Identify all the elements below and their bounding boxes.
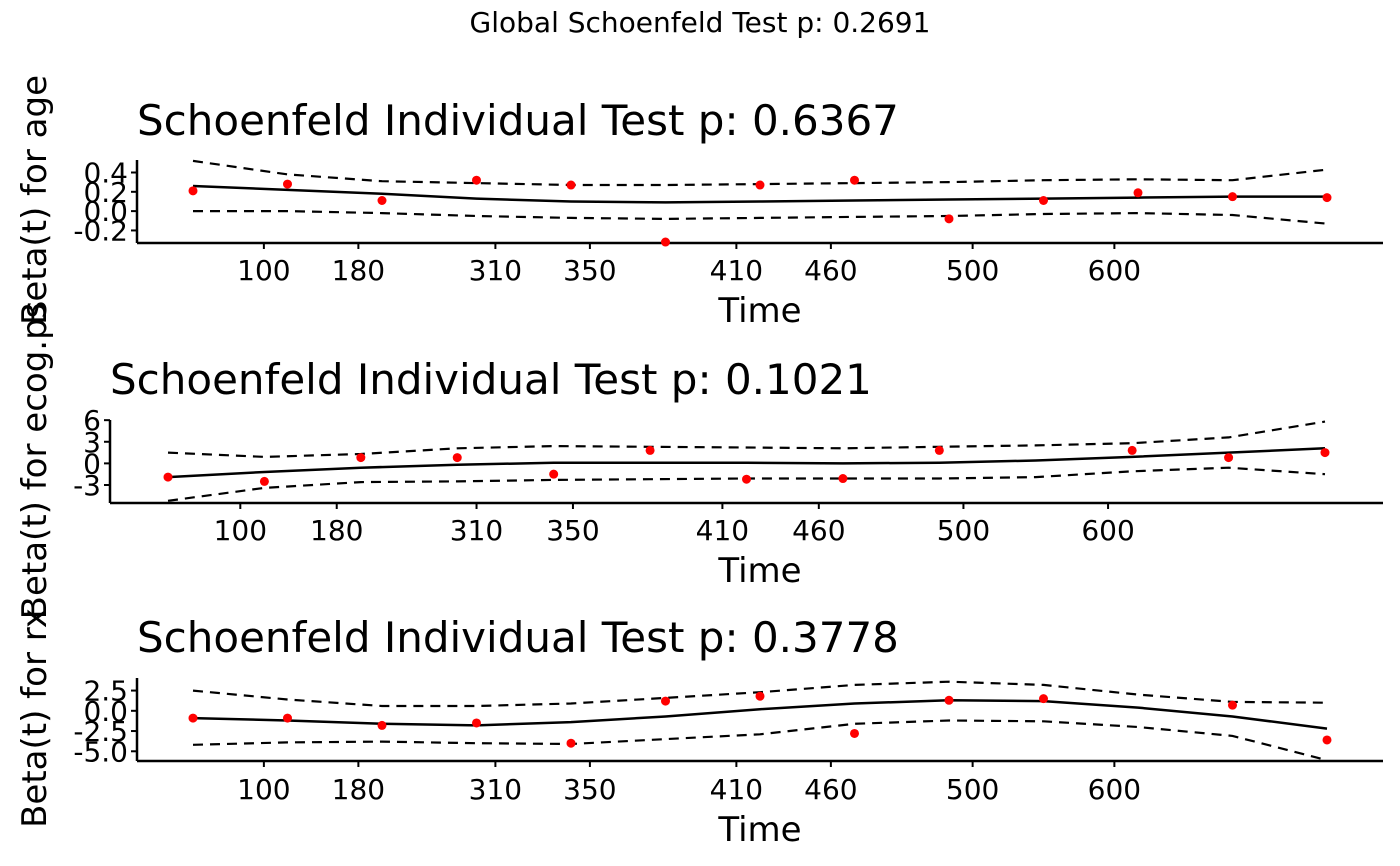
residual-point	[472, 718, 481, 728]
y-tick-label: -5.0	[73, 735, 128, 768]
x-tick-label: 410	[710, 773, 763, 806]
residual-point	[661, 696, 670, 706]
residual-point	[549, 469, 559, 479]
x-tick-label: 460	[804, 773, 857, 806]
residual-point	[356, 453, 366, 463]
residual-point	[1224, 453, 1234, 463]
residual-point	[1133, 188, 1143, 198]
residual-point	[1127, 445, 1137, 455]
panel-title: Schoenfeld Individual Test p: 0.6367	[137, 96, 899, 145]
residual-point	[1320, 448, 1330, 458]
y-tick-label: -3	[73, 469, 101, 502]
residual-point	[163, 472, 173, 482]
panels-container: Schoenfeld Individual Test p: 0.6367 -0.2…	[15, 75, 1383, 850]
residual-point	[188, 186, 198, 196]
y-axis-label: Beta(t) for ecog.ps	[15, 301, 55, 620]
residual-point	[566, 738, 576, 748]
y-tick-label: -0.2	[73, 214, 128, 247]
residual-point	[377, 720, 387, 730]
smoothed-fit-line	[192, 184, 1327, 204]
panel-title: Schoenfeld Individual Test p: 0.1021	[110, 355, 872, 404]
lower-confidence-band	[192, 719, 1328, 762]
x-tick-label: 460	[792, 514, 845, 547]
residual-point	[188, 713, 198, 723]
x-tick-label: 350	[546, 514, 599, 547]
y-tick-label: 0	[83, 447, 101, 480]
residual-point	[850, 175, 859, 185]
residual-point	[742, 474, 751, 484]
y-tick-label: 0.0	[83, 195, 128, 228]
residual-point	[661, 237, 670, 247]
x-tick-label: 500	[937, 514, 990, 547]
panel-1: Schoenfeld Individual Test p: 0.6367 -0.2…	[15, 75, 1383, 331]
x-tick-label: 180	[332, 254, 385, 287]
residual-point	[259, 476, 269, 486]
x-tick-label: 600	[1088, 773, 1141, 806]
residual-point	[283, 179, 292, 189]
residual-point	[452, 453, 462, 463]
x-axis-label: Time	[717, 810, 801, 850]
residual-point	[755, 691, 765, 701]
residual-point	[755, 180, 765, 190]
y-tick-label: 0.0	[83, 695, 128, 728]
y-axis-label: Beta(t) for rx	[15, 608, 55, 828]
residual-point	[1228, 192, 1237, 202]
residual-point	[838, 474, 848, 484]
residual-point	[944, 214, 954, 224]
y-tick-label: 0.2	[83, 176, 128, 209]
residual-point	[472, 175, 481, 185]
residual-point	[934, 445, 944, 455]
y-tick-label: 0.4	[83, 156, 128, 189]
y-axis-label: Beta(t) for age	[15, 75, 55, 325]
x-axis-label: Time	[717, 291, 801, 331]
residual-point	[1322, 735, 1332, 745]
panel-2: Schoenfeld Individual Test p: 0.1021-303…	[15, 301, 1383, 620]
residual-point	[1228, 700, 1237, 710]
x-tick-label: 310	[450, 514, 503, 547]
smoothed-fit-line	[167, 447, 1326, 479]
residual-point	[566, 180, 576, 190]
x-tick-label: 180	[332, 773, 385, 806]
lower-confidence-band	[193, 210, 1328, 225]
x-tick-label: 100	[237, 254, 290, 287]
x-tick-label: 410	[710, 254, 763, 287]
global-test-title: Global Schoenfeld Test p: 0.2691	[470, 6, 931, 39]
x-tick-label: 180	[310, 514, 363, 547]
x-tick-label: 500	[946, 254, 999, 287]
x-tick-label: 460	[804, 254, 857, 287]
residual-point	[283, 713, 292, 723]
residual-point	[944, 695, 954, 705]
x-tick-label: 100	[214, 514, 267, 547]
residual-point	[1039, 196, 1048, 205]
x-tick-label: 600	[1088, 254, 1141, 287]
x-tick-label: 350	[563, 254, 616, 287]
x-tick-label: 100	[237, 773, 290, 806]
panel-title: Schoenfeld Individual Test p: 0.3778	[137, 613, 899, 662]
residual-point	[1322, 193, 1332, 203]
residual-point	[1039, 694, 1048, 704]
residual-point	[850, 728, 859, 738]
x-axis-label: Time	[717, 551, 801, 591]
y-tick-label: 2.5	[83, 675, 128, 708]
residual-point	[377, 196, 387, 205]
x-tick-label: 350	[563, 773, 616, 806]
x-tick-label: 600	[1081, 514, 1134, 547]
x-tick-label: 310	[469, 254, 522, 287]
x-tick-label: 500	[946, 773, 999, 806]
x-tick-label: 410	[696, 514, 749, 547]
y-tick-label: 6	[83, 404, 101, 437]
residual-point	[645, 445, 655, 455]
y-tick-label: 3	[83, 426, 101, 459]
panel-3: Schoenfeld Individual Test p: 0.3778 -5.0…	[15, 608, 1383, 850]
x-tick-label: 310	[469, 773, 522, 806]
y-tick-label: -2.5	[73, 715, 128, 748]
